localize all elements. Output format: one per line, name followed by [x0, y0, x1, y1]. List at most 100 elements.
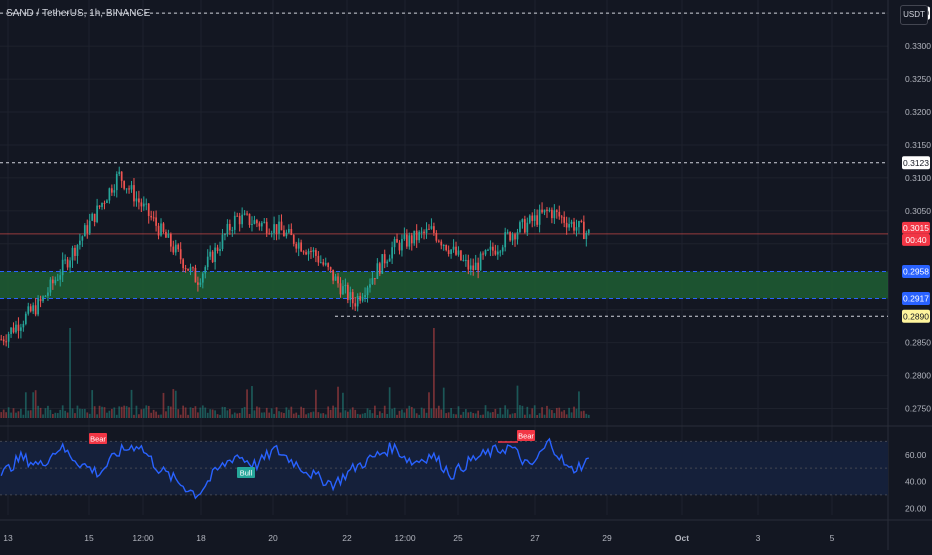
candle-body[interactable]: [236, 215, 239, 217]
candle-body[interactable]: [415, 230, 418, 241]
candle-body[interactable]: [2, 339, 5, 342]
candle-body[interactable]: [256, 220, 258, 224]
candle-body[interactable]: [511, 234, 514, 241]
candle-body[interactable]: [383, 254, 386, 264]
candle-body[interactable]: [12, 327, 15, 333]
candle-body[interactable]: [162, 223, 165, 232]
candle-body[interactable]: [329, 267, 332, 270]
candle-body[interactable]: [381, 254, 384, 274]
candle-body[interactable]: [351, 292, 354, 304]
candle-body[interactable]: [521, 219, 524, 223]
candle-body[interactable]: [563, 216, 566, 223]
candle-body[interactable]: [462, 259, 465, 261]
candle-body[interactable]: [280, 221, 283, 231]
candle-body[interactable]: [216, 247, 219, 251]
price-tag[interactable]: 0.3123: [902, 156, 930, 170]
candle-body[interactable]: [219, 248, 221, 251]
candle-body[interactable]: [442, 245, 445, 247]
candle-body[interactable]: [96, 205, 98, 223]
candle-body[interactable]: [433, 226, 435, 233]
candle-body[interactable]: [231, 229, 234, 231]
candle-body[interactable]: [115, 173, 118, 191]
candle-body[interactable]: [295, 243, 298, 249]
candle-body[interactable]: [344, 284, 347, 287]
candle-body[interactable]: [332, 269, 334, 281]
candle-body[interactable]: [258, 223, 261, 227]
candle-body[interactable]: [533, 215, 536, 221]
candle-body[interactable]: [184, 268, 187, 270]
candle-body[interactable]: [445, 245, 448, 251]
candle-body[interactable]: [157, 225, 160, 236]
candle-body[interactable]: [543, 209, 546, 213]
candle-body[interactable]: [516, 232, 519, 240]
candle-body[interactable]: [305, 252, 307, 255]
candle-body[interactable]: [460, 250, 462, 261]
candle-body[interactable]: [536, 215, 539, 225]
candle-body[interactable]: [425, 228, 428, 233]
candle-body[interactable]: [339, 283, 342, 295]
candle-body[interactable]: [243, 213, 246, 215]
candle-body[interactable]: [174, 244, 177, 253]
candle-body[interactable]: [214, 247, 216, 262]
candle-body[interactable]: [356, 295, 359, 307]
candle-body[interactable]: [167, 233, 170, 238]
candle-body[interactable]: [194, 267, 197, 283]
candle-body[interactable]: [192, 267, 194, 269]
candle-body[interactable]: [492, 246, 494, 251]
candle-body[interactable]: [388, 258, 391, 262]
candle-body[interactable]: [327, 263, 330, 268]
candle-body[interactable]: [578, 221, 580, 228]
candle-body[interactable]: [317, 255, 320, 263]
candle-body[interactable]: [312, 250, 315, 252]
candle-body[interactable]: [447, 250, 450, 255]
candle-body[interactable]: [113, 190, 116, 193]
candle-body[interactable]: [56, 279, 59, 281]
candle-body[interactable]: [487, 249, 489, 251]
candle-body[interactable]: [428, 228, 430, 230]
candle-body[interactable]: [570, 221, 573, 224]
candle-body[interactable]: [125, 188, 128, 190]
candle-body[interactable]: [310, 251, 312, 253]
candle-body[interactable]: [15, 324, 17, 333]
price-tag[interactable]: 0.2917: [902, 291, 930, 305]
candle-body[interactable]: [69, 260, 71, 268]
candle-body[interactable]: [101, 202, 103, 207]
candle-body[interactable]: [7, 333, 10, 342]
candle-body[interactable]: [265, 221, 268, 234]
candle-body[interactable]: [135, 198, 138, 202]
candle-body[interactable]: [147, 203, 150, 216]
candle-body[interactable]: [165, 231, 167, 238]
candle-body[interactable]: [565, 222, 568, 228]
candle-body[interactable]: [297, 242, 300, 249]
candle-body[interactable]: [378, 263, 381, 274]
candle-body[interactable]: [106, 200, 108, 204]
candle-body[interactable]: [169, 233, 172, 247]
candle-body[interactable]: [307, 251, 310, 255]
candle-body[interactable]: [263, 221, 266, 223]
candle-body[interactable]: [437, 240, 440, 242]
candle-body[interactable]: [138, 198, 140, 203]
candle-body[interactable]: [142, 203, 145, 207]
candle-body[interactable]: [199, 282, 202, 285]
candle-body[interactable]: [452, 246, 455, 250]
candle-body[interactable]: [499, 251, 502, 253]
candle-body[interactable]: [130, 185, 133, 190]
candle-body[interactable]: [580, 221, 583, 223]
candle-body[interactable]: [506, 232, 509, 234]
candle-body[interactable]: [541, 209, 543, 213]
candle-body[interactable]: [418, 231, 421, 241]
candle-body[interactable]: [519, 222, 521, 233]
candle-body[interactable]: [292, 235, 295, 244]
candle-body[interactable]: [160, 223, 162, 236]
candle-body[interactable]: [10, 327, 12, 334]
candle-body[interactable]: [74, 247, 76, 256]
candle-body[interactable]: [83, 225, 86, 237]
candle-body[interactable]: [20, 327, 22, 331]
candle-body[interactable]: [423, 231, 425, 233]
candle-body[interactable]: [484, 250, 487, 255]
candle-body[interactable]: [79, 240, 81, 245]
candle-body[interactable]: [440, 241, 443, 246]
candle-body[interactable]: [54, 280, 57, 284]
candle-body[interactable]: [81, 236, 84, 241]
candle-body[interactable]: [494, 250, 497, 255]
